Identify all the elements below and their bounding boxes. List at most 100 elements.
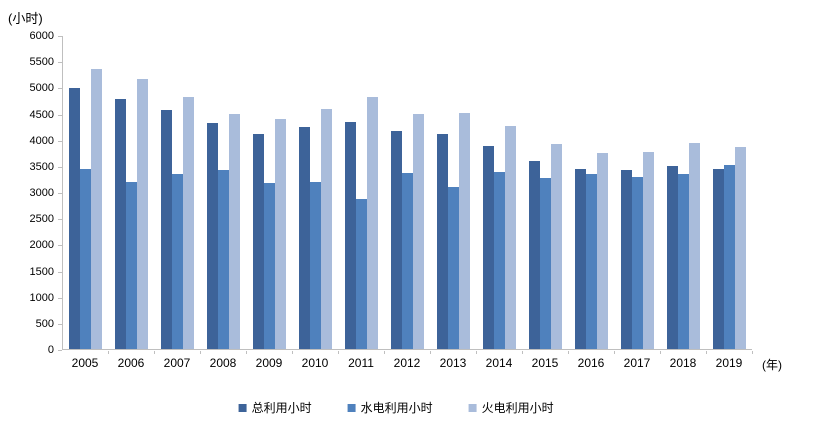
bar-总利用小时-2012: [391, 131, 403, 349]
bar-水电利用小时-2007: [172, 174, 184, 349]
bar-总利用小时-2013: [436, 133, 448, 349]
y-tick-mark-500: [58, 323, 62, 325]
y-tick-mark-5000: [58, 88, 62, 90]
x-tick-mark-14: [706, 351, 707, 354]
y-tick-label-3000: 3000: [29, 187, 54, 199]
x-tick-mark-8: [430, 351, 431, 354]
bar-水电利用小时-2014: [493, 171, 505, 349]
y-tick-mark-3000: [58, 193, 62, 194]
bar-group-2016: [568, 36, 614, 349]
bar-火电利用小时-2005: [91, 68, 103, 349]
bar-水电利用小时-2005: [80, 169, 92, 349]
y-tick-mark-0: [58, 350, 62, 351]
bar-火电利用小时-2007: [183, 97, 195, 349]
bar-水电利用小时-2011: [356, 199, 368, 349]
x-tick-label-2019: 2019: [715, 356, 743, 370]
bar-火电利用小时-2013: [458, 112, 470, 349]
bar-火电利用小时-2006: [137, 79, 149, 349]
y-tick-label-6000: 6000: [29, 30, 54, 42]
y-tick-mark-4000: [58, 140, 62, 142]
bar-水电利用小时-2015: [539, 178, 551, 349]
y-tick-mark-2500: [58, 219, 62, 221]
y-tick-label-5500: 5500: [29, 56, 54, 69]
bar-水电利用小时-2010: [310, 182, 322, 349]
bar-总利用小时-2016: [574, 169, 586, 349]
x-tick-label-2010: 2010: [301, 356, 329, 370]
bar-总利用小时-2018: [666, 166, 678, 349]
bar-水电利用小时-2006: [126, 182, 138, 349]
bar-总利用小时-2011: [345, 122, 357, 349]
x-axis-unit-label: (年): [762, 358, 782, 372]
bar-group-2009: [247, 36, 293, 349]
x-tick-mark-12: [614, 351, 615, 354]
x-tick-mark-15: [752, 351, 753, 354]
x-tick-mark-4: [246, 351, 247, 354]
x-tick-mark-7: [384, 351, 385, 354]
bar-总利用小时-2009: [253, 133, 265, 349]
bar-水电利用小时-2008: [218, 170, 230, 349]
x-tick-mark-13: [660, 351, 661, 354]
y-tick-label-2000: 2000: [29, 239, 54, 252]
bar-火电利用小时-2018: [688, 142, 700, 349]
x-tick-label-2007: 2007: [163, 356, 191, 370]
bar-group-2013: [431, 36, 477, 349]
bar-总利用小时-2007: [161, 110, 173, 349]
bar-水电利用小时-2013: [447, 187, 459, 349]
x-tick-label-2005: 2005: [71, 356, 99, 370]
y-tick-mark-6000: [58, 36, 62, 37]
y-tick-label-4000: 4000: [29, 134, 54, 147]
bar-group-2014: [476, 36, 522, 349]
bar-总利用小时-2006: [115, 98, 127, 349]
x-tick-label-2014: 2014: [485, 356, 513, 370]
y-tick-label-1000: 1000: [29, 291, 54, 304]
bar-火电利用小时-2016: [596, 153, 608, 349]
x-tick-label-2017: 2017: [623, 356, 651, 370]
bar-group-2010: [293, 36, 339, 349]
bar-group-2005: [63, 36, 109, 349]
legend-swatch-icon: [238, 403, 247, 412]
x-tick-mark-5: [292, 351, 293, 354]
y-tick-mark-1500: [58, 271, 62, 273]
x-tick-label-2009: 2009: [255, 356, 283, 370]
y-tick-label-5000: 5000: [29, 82, 54, 95]
plot-area: [62, 36, 752, 350]
y-tick-label-2500: 2500: [29, 213, 54, 226]
x-tick-mark-1: [108, 351, 109, 354]
y-tick-label-0: 0: [47, 344, 54, 356]
bar-水电利用小时-2019: [723, 165, 735, 349]
legend-swatch-icon: [347, 403, 356, 412]
x-tick-label-2011: 2011: [348, 356, 374, 370]
bar-总利用小时-2017: [620, 170, 632, 349]
y-tick-mark-4500: [58, 114, 62, 116]
bar-group-2008: [201, 36, 247, 349]
legend-item-水电利用小时: 水电利用小时: [347, 399, 433, 416]
bar-group-2011: [339, 36, 385, 349]
x-tick-mark-11: [568, 351, 569, 354]
bar-水电利用小时-2016: [585, 174, 597, 349]
x-tick-label-2008: 2008: [209, 356, 237, 370]
bar-总利用小时-2008: [207, 123, 219, 349]
bar-水电利用小时-2012: [402, 172, 414, 349]
x-tick-mark-3: [200, 351, 201, 354]
bar-group-2018: [660, 36, 706, 349]
x-tick-mark-10: [522, 351, 523, 354]
x-tick-label-2013: 2013: [439, 356, 467, 370]
y-tick-label-4500: 4500: [29, 108, 54, 121]
bar-火电利用小时-2019: [734, 146, 746, 349]
y-tick-label-500: 500: [35, 317, 54, 330]
bar-火电利用小时-2014: [504, 126, 516, 349]
x-tick-mark-9: [476, 351, 477, 354]
bar-总利用小时-2015: [528, 161, 540, 349]
bar-group-2019: [706, 36, 752, 349]
legend: 总利用小时 水电利用小时 火电利用小时: [238, 399, 554, 416]
legend-item-总利用小时: 总利用小时: [238, 399, 312, 416]
y-tick-label-1500: 1500: [29, 265, 54, 278]
bar-水电利用小时-2018: [677, 174, 689, 349]
bar-火电利用小时-2011: [367, 97, 379, 349]
bar-group-2015: [522, 36, 568, 349]
x-tick-label-2012: 2012: [393, 356, 421, 370]
x-tick-label-2006: 2006: [117, 356, 145, 370]
x-tick-mark-2: [154, 351, 155, 354]
bar-group-2012: [385, 36, 431, 349]
